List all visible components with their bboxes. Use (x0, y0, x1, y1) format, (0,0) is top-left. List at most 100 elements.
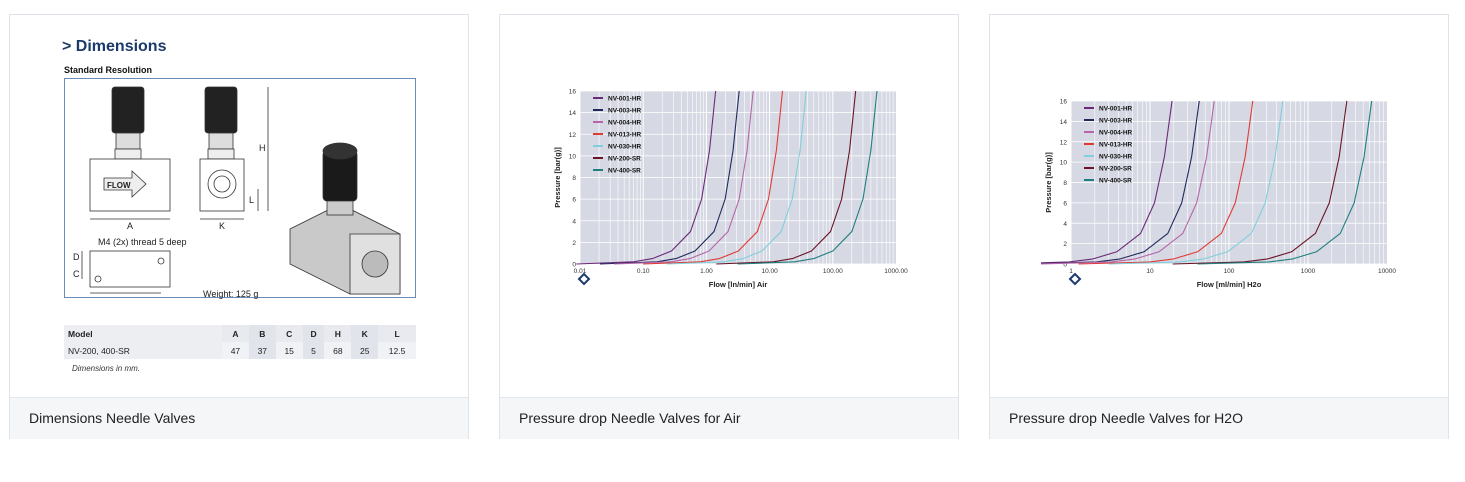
col-k: K (351, 325, 379, 342)
card-title[interactable]: Pressure drop Needle Valves for Air (519, 410, 741, 426)
y-tick-label: 8 (1063, 180, 1067, 187)
y-tick-label: 4 (572, 218, 576, 225)
dimensions-drawing: A K H L C D B FLOW (64, 78, 416, 306)
y-tick-label: 6 (572, 197, 576, 204)
series-line-nv-013-hr (1078, 100, 1254, 265)
dimensions-table: Model A B C D H K L NV-200, 400-SR 47 37… (64, 325, 416, 359)
series-line-nv-400-sr (1197, 100, 1373, 265)
legend-label: NV-200-SR (608, 156, 641, 163)
y-tick-label: 12 (1060, 139, 1068, 146)
cell-k: 25 (351, 342, 379, 359)
dimensions-note: Dimensions in mm. (72, 364, 141, 373)
dim-label-h: H (259, 143, 266, 153)
dim-label-a: A (127, 221, 133, 231)
series-line-nv-030-hr (1108, 100, 1284, 265)
dimensions-title: > Dimensions (62, 38, 167, 55)
card-dimensions[interactable]: > Dimensions Standard Resolution (9, 14, 469, 439)
legend-label: NV-013-HR (1099, 142, 1133, 149)
legend-label: NV-004-HR (608, 120, 642, 127)
y-tick-label: 14 (569, 110, 577, 117)
valve-drawing: A K H L C D B FLOW (73, 86, 401, 306)
y-tick-label: 16 (1060, 99, 1068, 106)
card-footer[interactable]: Pressure drop Needle Valves for H2O (990, 397, 1448, 439)
x-tick-label: 1.00 (700, 268, 713, 275)
card-pressure-h2o[interactable]: 0 2 4 6 8 10 12 14 16 1 10 100 1000 10000 Flow [ml/min… (989, 14, 1449, 439)
flow-label: FLOW (107, 181, 131, 190)
card-footer[interactable]: Pressure drop Needle Valves for Air (500, 397, 958, 439)
col-a: A (222, 325, 249, 342)
y-axis-label: Pressure [bar(g)] (1044, 152, 1053, 213)
y-tick-label: 12 (569, 132, 577, 139)
cell-a: 47 (222, 342, 249, 359)
col-model: Model (64, 325, 222, 342)
legend-label: NV-030-HR (608, 144, 642, 151)
x-tick-label: 10000 (1378, 268, 1396, 275)
x-tick-label: 1 (1069, 268, 1073, 275)
cell-l: 12.5 (378, 342, 416, 359)
legend-label: NV-003-HR (608, 108, 642, 115)
series-line-nv-001-hr (576, 90, 717, 265)
series-line-nv-001-hr (1041, 100, 1173, 264)
dim-label-b: B (127, 296, 133, 297)
col-l: L (378, 325, 416, 342)
col-c: C (275, 325, 303, 342)
legend-label: NV-013-HR (608, 132, 642, 139)
card-pressure-air[interactable]: 0 2 4 6 8 10 12 14 16 0.01 0.10 1.00 10.00 100.00 1000… (499, 14, 959, 439)
x-tick-label: 100 (1224, 268, 1235, 275)
y-tick-label: 16 (569, 89, 577, 96)
cell-h: 68 (324, 342, 352, 359)
series-line-nv-003-hr (599, 90, 740, 265)
col-b: B (248, 325, 276, 342)
col-d: D (302, 325, 325, 342)
brand-logo-icon (577, 272, 591, 286)
dim-label-l: L (249, 195, 254, 205)
y-tick-label: 0 (1063, 262, 1067, 269)
series-line-nv-200-sr (716, 90, 857, 265)
knob-front (111, 86, 145, 134)
x-tick-label: 0.10 (637, 268, 650, 275)
y-tick-label: 0 (572, 262, 576, 269)
card-title[interactable]: Dimensions Needle Valves (29, 410, 196, 426)
x-tick-label: 100.00 (823, 268, 843, 275)
x-axis-label: Flow [ml/min] H2o (1197, 280, 1262, 289)
legend-label: NV-400-SR (1099, 178, 1132, 185)
legend-label: NV-001-HR (608, 96, 642, 103)
cell-model: NV-200, 400-SR (64, 342, 222, 359)
y-axis-label: Pressure [bar(g)] (553, 147, 562, 208)
x-tick-label: 1000.00 (884, 268, 908, 275)
legend-label: NV-001-HR (1099, 106, 1133, 113)
pressure-h2o-image[interactable]: 0 2 4 6 8 10 12 14 16 1 10 100 1000 10000 Flow [ml/min… (990, 15, 1448, 397)
y-tick-label: 8 (572, 175, 576, 182)
card-footer[interactable]: Dimensions Needle Valves (10, 397, 468, 439)
legend-label: NV-400-SR (608, 168, 641, 175)
series-line-nv-013-hr (643, 90, 784, 265)
x-tick-label: 10 (1146, 268, 1154, 275)
dim-label-k: K (219, 221, 225, 231)
dim-label-c: C (73, 269, 80, 279)
brand-logo-icon (1068, 272, 1082, 286)
x-axis-label: Flow [ln/min] Air (709, 280, 768, 289)
x-tick-label: 10.00 (761, 268, 778, 275)
y-tick-label: 14 (1060, 119, 1068, 126)
y-tick-label: 10 (569, 153, 577, 160)
thread-note: M4 (2x) thread 5 deep (98, 237, 187, 247)
series-line-nv-004-hr (1041, 100, 1215, 265)
pressure-chart-air: 0 2 4 6 8 10 12 14 16 0.01 0.10 1.00 10.00 100.00 1000… (553, 89, 908, 290)
series-line-nv-004-hr (613, 90, 754, 265)
table-header-row: Model A B C D H K L (64, 325, 416, 342)
pressure-chart-h2o: 0 2 4 6 8 10 12 14 16 1 10 100 1000 10000 Flow [ml/min… (1041, 99, 1396, 289)
dim-label-d: D (73, 252, 80, 262)
table-row: NV-200, 400-SR 47 37 15 5 68 25 12.5 (64, 342, 416, 359)
card-title[interactable]: Pressure drop Needle Valves for H2O (1009, 410, 1243, 426)
y-tick-label: 6 (1063, 200, 1067, 207)
x-tick-label: 0.01 (574, 268, 587, 275)
weight-label: Weight: 125 g (203, 289, 259, 299)
dimensions-image[interactable]: > Dimensions Standard Resolution (10, 15, 468, 397)
dimensions-subtitle: Standard Resolution (64, 65, 153, 75)
legend-label: NV-003-HR (1099, 118, 1133, 125)
y-tick-label: 2 (1063, 241, 1067, 248)
legend-label: NV-200-SR (1099, 166, 1132, 173)
series-line-nv-400-sr (737, 90, 878, 265)
pressure-air-image[interactable]: 0 2 4 6 8 10 12 14 16 0.01 0.10 1.00 10.00 100.00 1000… (500, 15, 958, 397)
series-line-nv-200-sr (1172, 100, 1348, 265)
